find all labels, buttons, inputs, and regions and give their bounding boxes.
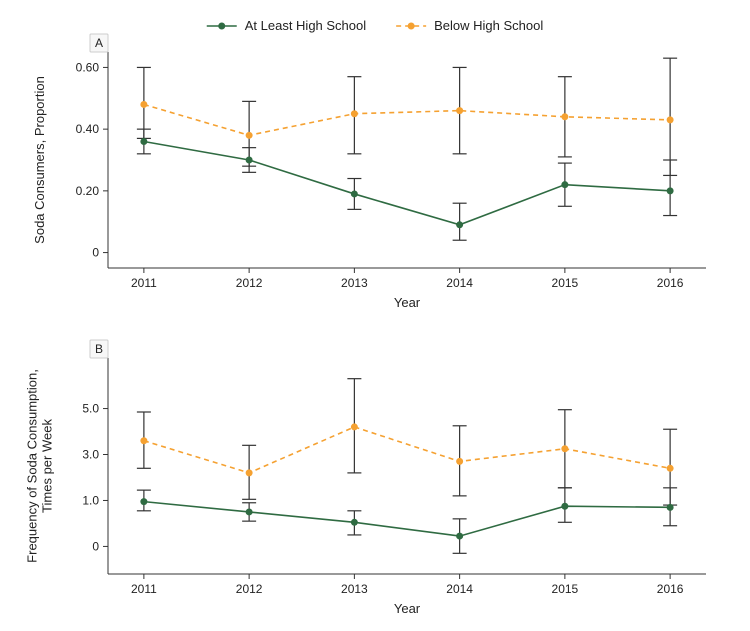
series-marker-below-hs <box>140 437 147 444</box>
series-marker-below-hs <box>561 113 568 120</box>
xlabel: Year <box>394 295 421 310</box>
ylabel: Times per Week <box>40 419 55 513</box>
series-marker-below-hs <box>351 423 358 430</box>
xtick-label: 2013 <box>341 276 368 290</box>
xlabel: Year <box>394 601 421 616</box>
series-marker-below-hs <box>456 458 463 465</box>
panel-B: 0 1.0 3.0 5.0 2011 2012 2013 2014 2015 2016 Freque… <box>25 340 707 616</box>
series-marker-at-least-hs <box>246 157 253 164</box>
series-marker-at-least-hs <box>351 190 358 197</box>
ytick-label: 0 <box>92 539 99 553</box>
ytick-label: 3.0 <box>82 448 99 462</box>
series-line-below-hs <box>144 104 670 135</box>
series-marker-below-hs <box>667 465 674 472</box>
series-marker-below-hs <box>456 107 463 114</box>
series-line-at-least-hs <box>144 141 670 224</box>
panel-A: 0 0.20 0.40 0.60 2011 2012 2013 2014 2015 2016 Sod… <box>32 34 706 310</box>
xtick-label: 2011 <box>131 276 157 290</box>
ytick-label: 0 <box>92 246 99 260</box>
series-marker-at-least-hs <box>246 508 253 515</box>
ytick-label: 1.0 <box>82 493 99 507</box>
series-marker-at-least-hs <box>456 221 463 228</box>
xtick-label: 2015 <box>552 276 579 290</box>
series-marker-at-least-hs <box>561 503 568 510</box>
xtick-label: 2013 <box>341 582 368 596</box>
ytick-label: 0.40 <box>76 122 100 136</box>
series-marker-at-least-hs <box>667 187 674 194</box>
ylabel: Frequency of Soda Consumption, <box>25 369 40 563</box>
panel-tag: B <box>95 342 103 356</box>
series-marker-at-least-hs <box>456 533 463 540</box>
series-marker-below-hs <box>351 110 358 117</box>
legend-label: Below High School <box>434 18 543 33</box>
series-line-at-least-hs <box>144 502 670 536</box>
panel-tag: A <box>95 36 103 50</box>
ytick-label: 5.0 <box>82 402 99 416</box>
ytick-label: 0.20 <box>76 184 100 198</box>
series-marker-below-hs <box>140 101 147 108</box>
series-marker-below-hs <box>667 116 674 123</box>
chart-container: At Least High School Below High School 0 0.… <box>0 0 750 631</box>
ylabel: Soda Consumers, Proportion <box>32 76 47 244</box>
xtick-label: 2011 <box>131 582 157 596</box>
ytick-label: 0.60 <box>76 60 100 74</box>
series-marker-at-least-hs <box>667 504 674 511</box>
series-marker-at-least-hs <box>561 181 568 188</box>
series-marker-at-least-hs <box>351 519 358 526</box>
xtick-label: 2014 <box>446 276 473 290</box>
series-marker-below-hs <box>246 132 253 139</box>
xtick-label: 2014 <box>446 582 473 596</box>
xtick-label: 2016 <box>657 582 684 596</box>
xtick-label: 2016 <box>657 276 684 290</box>
xtick-label: 2015 <box>552 582 579 596</box>
series-marker-at-least-hs <box>140 138 147 145</box>
legend: At Least High School Below High School <box>207 18 544 33</box>
series-marker-below-hs <box>561 445 568 452</box>
series-line-below-hs <box>144 427 670 473</box>
series-marker-at-least-hs <box>140 498 147 505</box>
xtick-label: 2012 <box>236 582 263 596</box>
series-marker-below-hs <box>246 469 253 476</box>
xtick-label: 2012 <box>236 276 263 290</box>
legend-label: At Least High School <box>245 18 367 33</box>
